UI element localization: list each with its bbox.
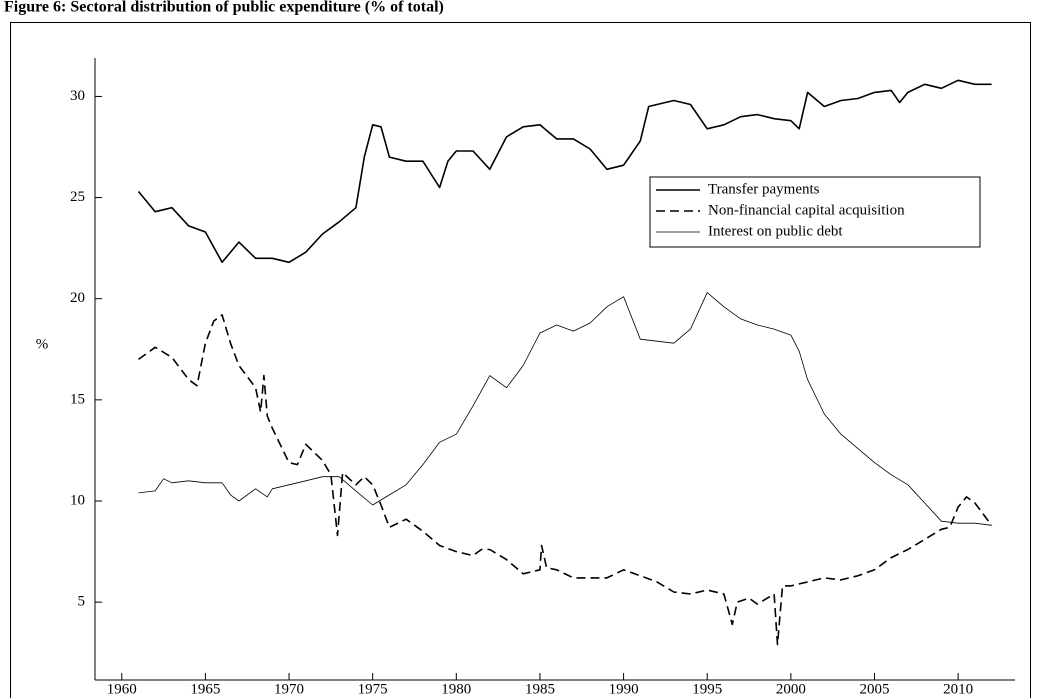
x-tick-label: 1980 <box>441 681 471 697</box>
y-tick-label: 30 <box>70 88 85 104</box>
chart-title: Figure 6: Sectoral distribution of publi… <box>4 0 444 16</box>
x-tick-label: 1960 <box>107 681 137 697</box>
y-tick-label: 15 <box>70 391 85 407</box>
legend-label: Non-financial capital acquisition <box>708 202 905 218</box>
y-axis-label: % <box>36 336 49 352</box>
x-tick-label: 1995 <box>692 681 722 697</box>
x-tick-label: 2000 <box>776 681 806 697</box>
series-line <box>138 292 992 526</box>
x-tick-label: 2005 <box>859 681 889 697</box>
x-tick-label: 1990 <box>609 681 639 697</box>
y-tick-label: 5 <box>78 594 86 610</box>
frame <box>10 22 1031 698</box>
y-tick-label: 10 <box>70 492 85 508</box>
x-tick-label: 1970 <box>274 681 304 697</box>
legend-label: Interest on public debt <box>708 223 843 239</box>
y-tick-label: 25 <box>70 189 85 205</box>
legend-label: Transfer payments <box>708 181 820 197</box>
x-tick-label: 1965 <box>190 681 220 697</box>
x-tick-label: 2010 <box>943 681 973 697</box>
legend-box <box>649 176 981 248</box>
series-line <box>137 79 992 264</box>
series-line <box>138 314 993 646</box>
y-tick-label: 20 <box>70 290 85 306</box>
x-tick-label: 1985 <box>525 681 555 697</box>
x-tick-label: 1975 <box>358 681 388 697</box>
